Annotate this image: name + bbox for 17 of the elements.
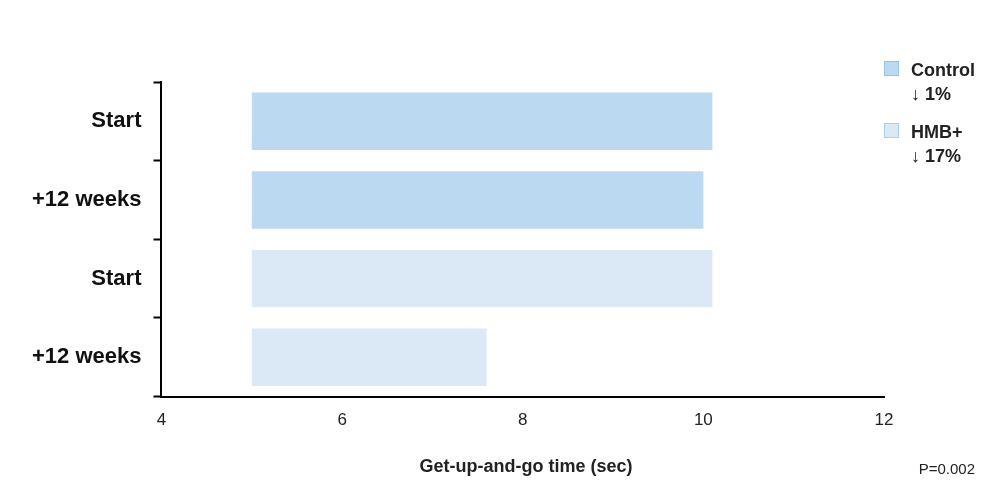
x-tick-label: 8	[518, 410, 528, 430]
x-tick-label: 10	[693, 410, 713, 430]
x-axis-title: Get-up-and-go time (sec)	[418, 456, 634, 477]
x-tick-label: 12	[874, 410, 894, 430]
x-tick-label: 6	[337, 410, 347, 430]
bar	[251, 92, 713, 151]
text: P=0.002	[918, 460, 975, 477]
bar	[251, 171, 704, 229]
x-tick-label: 4	[156, 410, 167, 430]
y-tick-label: +12 weeks	[32, 343, 142, 369]
bar	[251, 249, 713, 308]
legend-label: HMB+ ↓ 17%	[911, 121, 963, 168]
y-tick-label: +12 weeks	[32, 186, 142, 212]
legend-label: Control ↓ 1%	[911, 59, 975, 106]
y-tick-label: Start	[91, 107, 143, 133]
y-tick-label: Start	[91, 264, 143, 290]
bar	[251, 328, 487, 386]
